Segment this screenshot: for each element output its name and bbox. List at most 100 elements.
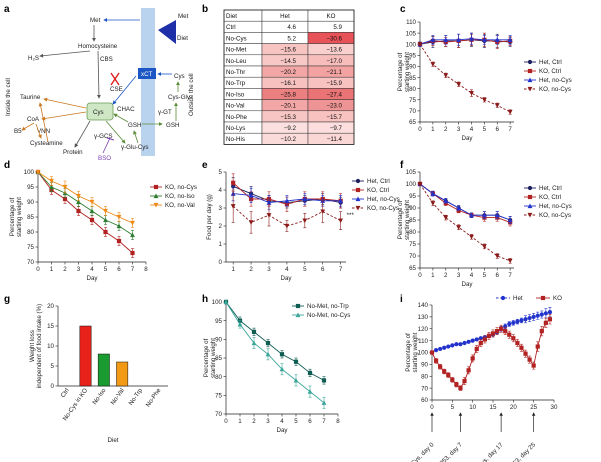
data-point-3-5 — [320, 209, 326, 215]
panel-letter-h: h — [202, 294, 208, 305]
x-tick-label: 4 — [470, 272, 474, 279]
table-header-0: Diet — [226, 13, 237, 20]
data-point-3-3 — [456, 225, 462, 230]
legend-label-3: KO, no-Cys — [367, 205, 399, 212]
bso-inhibition-bar — [106, 137, 115, 141]
panel-letter-g: g — [4, 294, 10, 305]
data-point-0-2 — [438, 346, 443, 352]
data-point-2-7 — [507, 37, 513, 42]
y-tick-label: 90 — [27, 199, 34, 206]
data-point-1-2 — [438, 364, 443, 369]
legend-marker-0 — [527, 59, 533, 65]
legend-label-0: Het, Ctrl — [539, 59, 562, 66]
data-point-1-0 — [223, 299, 229, 305]
legend-marker-0 — [295, 303, 301, 309]
y-axis-label-line1: Percentage of — [203, 338, 210, 377]
data-point-3-6 — [338, 218, 344, 224]
data-point-3-0 — [417, 42, 423, 47]
y-tick-label: 85 — [409, 217, 416, 224]
series-line-1 — [431, 318, 551, 389]
table-row-diet: No-Cys — [226, 35, 247, 42]
data-point-1-18 — [503, 329, 508, 334]
x-tick-label: 0 — [36, 266, 40, 273]
legend-label-2: Het, no-Cys — [539, 203, 572, 210]
y-tick-label: 95 — [215, 318, 222, 325]
x-axis-label: Day — [276, 427, 288, 434]
panel-letter-e: e — [202, 160, 208, 171]
data-point-1-13 — [482, 337, 487, 342]
data-point-2-7 — [507, 217, 513, 223]
table-row-het-value: −20.1 — [280, 103, 296, 110]
table-row-diet: No-Iso — [226, 91, 245, 98]
y-tick-label: 90 — [409, 64, 416, 71]
legend-label-0: Het, Ctrl — [539, 185, 562, 192]
data-point-3-6 — [494, 253, 500, 259]
x-tick-label: 3 — [457, 272, 461, 279]
x-tick-label: 1 — [238, 418, 242, 425]
x-tick-label: 4 — [285, 266, 289, 273]
data-point-1-7 — [321, 400, 327, 405]
y-tick-label: 100 — [212, 299, 223, 306]
x-tick-label: 6 — [321, 266, 325, 273]
table-row-het-value: −10.2 — [280, 136, 296, 143]
x-axis-label: Day — [280, 275, 292, 282]
table-row-het-value: −15.3 — [280, 114, 296, 121]
coa-to-cysteamine-arrow — [35, 123, 42, 139]
table-cell-het — [261, 20, 309, 33]
cysteamine-label: Cysteamine — [30, 140, 63, 147]
legend-label-1: KO, Ctrl — [539, 194, 561, 201]
legend-marker-2 — [527, 203, 533, 209]
data-point-3-4 — [469, 234, 474, 240]
data-point-3-1 — [430, 62, 436, 67]
data-point-2-1 — [430, 37, 436, 42]
cys-box — [86, 102, 114, 121]
y-tick-label: 105 — [406, 169, 417, 176]
data-point-0-3 — [442, 345, 447, 350]
y-axis-label: Percentage ofstarting weight — [397, 52, 411, 92]
y-axis-label: Food per day (g) — [206, 194, 213, 240]
table-row-ko-value: −21.1 — [326, 69, 342, 76]
data-point-0-3 — [265, 340, 271, 346]
x-tick-label: 1 — [431, 126, 435, 133]
chart-e-food-intake: 1 2 3 4 5 6 7 0 1 2 3 4 5 Day Food per day (g) Het, Ctr… — [206, 169, 400, 282]
data-point-3-0 — [230, 204, 236, 209]
x-tick-label: 2 — [63, 266, 67, 273]
y-tick-label: 5 — [51, 363, 55, 370]
met-label: Met — [90, 17, 101, 24]
legend-marker-3 — [355, 205, 361, 211]
legend-marker-3 — [527, 86, 533, 92]
data-point-1-4 — [279, 366, 285, 372]
data-point-0-9 — [466, 339, 471, 344]
legend-label-0: Het, Ctrl — [367, 178, 390, 185]
data-point-3-4 — [302, 218, 308, 224]
table-row-diet: No-His — [226, 136, 245, 143]
table-row-het-value: −16.1 — [280, 80, 296, 87]
y-tick-label: 1 — [219, 241, 223, 248]
data-point-2-3 — [76, 193, 81, 199]
legend-label-1: No-Met, no-Cys — [307, 312, 350, 319]
to-h2s-arrow — [39, 50, 91, 58]
table-header-1: Het — [280, 13, 290, 20]
data-point-2-1 — [248, 192, 254, 198]
gamma-gcs-label: γ-GCS — [94, 133, 113, 140]
cys-to-glu-cys-arrow — [105, 120, 126, 144]
data-point-2-2 — [443, 198, 449, 203]
y-tick-label: 105 — [406, 30, 417, 37]
data-point-2-1 — [49, 178, 54, 184]
data-point-0-26 — [535, 313, 540, 318]
data-point-2-2 — [443, 37, 449, 42]
legend-label-0: No-Met, no-Trp — [307, 303, 349, 310]
data-point-0-6 — [454, 342, 459, 347]
legend-marker-1 — [355, 187, 361, 193]
chart-i-recovery-weight: 0 5 10 15 20 25 30 60 70 80 90 100 110 120 130 140 Perce… — [403, 295, 562, 462]
data-point-0-22 — [519, 318, 524, 323]
data-point-0-7 — [458, 342, 463, 347]
panel-letter-a: a — [4, 4, 10, 15]
data-point-1-7 — [458, 386, 463, 391]
data-point-1-6 — [116, 223, 122, 229]
cys-to-taurine-arrow — [43, 97, 87, 109]
data-point-0-3 — [76, 208, 81, 214]
data-point-1-25 — [531, 363, 536, 368]
cse-label: CSE — [110, 86, 123, 93]
